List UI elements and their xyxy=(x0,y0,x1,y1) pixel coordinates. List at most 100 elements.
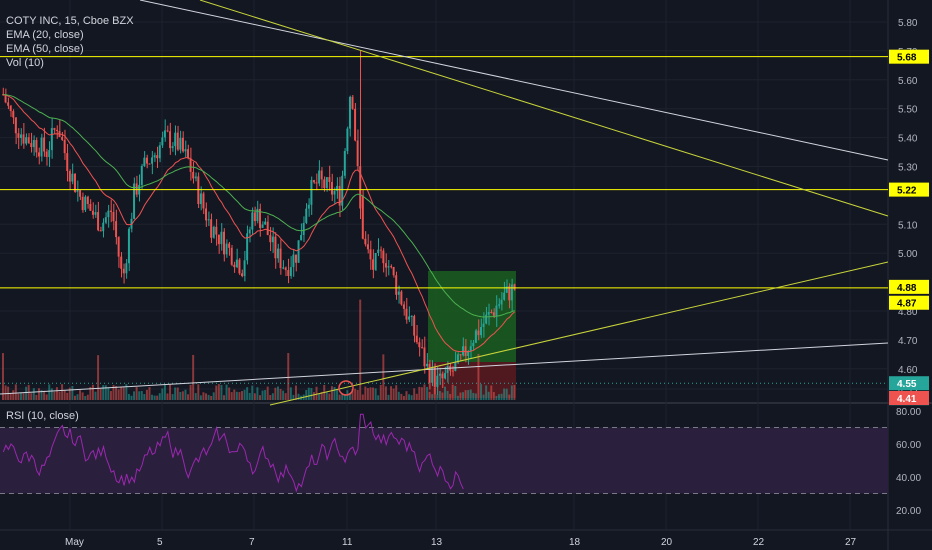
candle xyxy=(351,96,354,109)
candle xyxy=(71,173,74,182)
volume-bar xyxy=(338,394,341,400)
badge-5-22-bg xyxy=(889,182,929,197)
volume-bar xyxy=(143,394,146,400)
volume-bar xyxy=(243,389,246,400)
rsi-legend[interactable]: RSI (10, close) xyxy=(6,410,79,422)
volume-bar xyxy=(156,395,159,400)
candle xyxy=(37,152,40,157)
candle xyxy=(63,139,66,154)
badge-4-87-bg xyxy=(889,295,929,310)
candle xyxy=(194,176,197,179)
price-tick-label: 4.80 xyxy=(898,307,918,318)
badge-last-price: 4.55 xyxy=(897,379,917,390)
volume-bar xyxy=(420,387,423,400)
volume-bar xyxy=(97,355,100,400)
volume-bar xyxy=(130,395,133,400)
candle xyxy=(436,375,439,387)
candle xyxy=(310,180,313,205)
candle xyxy=(86,196,89,204)
volume-bar xyxy=(390,386,393,400)
volume-bar xyxy=(17,393,20,400)
volume-bar xyxy=(9,393,12,400)
candle xyxy=(253,212,256,222)
volume-bar xyxy=(22,393,25,400)
candle xyxy=(323,179,326,189)
candle xyxy=(256,208,259,222)
candle xyxy=(197,176,200,205)
volume-bar xyxy=(55,387,58,400)
candle xyxy=(145,157,148,164)
candle xyxy=(441,373,444,379)
candle xyxy=(410,316,413,318)
candle xyxy=(91,210,94,215)
volume-bar xyxy=(312,392,315,400)
candle xyxy=(99,230,102,232)
candle xyxy=(40,137,43,157)
candle xyxy=(189,158,192,172)
volume-bar xyxy=(189,384,192,400)
volume-bar xyxy=(32,388,35,400)
candle xyxy=(68,171,71,182)
volume-bar xyxy=(259,395,261,400)
volume-bar xyxy=(19,392,22,400)
volume-bar xyxy=(2,353,4,400)
candle xyxy=(341,175,344,206)
candle xyxy=(377,249,380,253)
candle xyxy=(287,270,290,276)
volume-bar xyxy=(456,395,459,400)
candle xyxy=(148,163,151,165)
volume-bar xyxy=(318,393,321,400)
candle xyxy=(217,234,220,245)
candle xyxy=(423,347,426,367)
volume-bar xyxy=(503,388,506,400)
volume-bar xyxy=(477,353,480,400)
volume-bar xyxy=(43,390,46,400)
candle xyxy=(246,233,249,261)
candle xyxy=(181,137,184,152)
vol-legend[interactable]: Vol (10) xyxy=(6,57,44,69)
candle xyxy=(4,94,7,103)
volume-bar xyxy=(472,392,475,400)
volume-bar xyxy=(135,387,138,400)
volume-bar xyxy=(294,385,297,400)
volume-bar xyxy=(230,392,233,400)
ema20-legend[interactable]: EMA (20, close) xyxy=(6,29,84,41)
candle xyxy=(14,117,17,134)
candle xyxy=(364,238,367,245)
symbol-title[interactable]: COTY INC, 15, Cboe BZX xyxy=(6,15,134,27)
candle xyxy=(81,196,84,211)
volume-bar xyxy=(253,393,256,400)
candle xyxy=(17,133,20,138)
candle xyxy=(451,370,454,372)
candle xyxy=(9,105,12,112)
volume-bar xyxy=(289,387,292,400)
candle xyxy=(395,275,398,295)
time-tick-label: 18 xyxy=(569,537,581,548)
volume-bar xyxy=(14,384,17,400)
volume-bar xyxy=(127,393,130,400)
candle xyxy=(387,266,390,268)
volume-bar xyxy=(487,391,490,400)
candle xyxy=(248,229,251,234)
candle xyxy=(143,157,146,166)
badge-4-41: 4.41 xyxy=(897,394,917,405)
volume-bar xyxy=(133,391,136,400)
candle xyxy=(43,137,46,152)
volume-bar xyxy=(451,384,454,400)
candle xyxy=(503,292,506,300)
time-tick-label: 11 xyxy=(342,537,353,548)
candle xyxy=(315,182,318,184)
candle xyxy=(140,165,143,185)
candle xyxy=(289,267,292,276)
volume-bar xyxy=(438,390,441,400)
candle xyxy=(102,222,105,232)
volume-bar xyxy=(400,393,403,400)
ema50-legend[interactable]: EMA (50, close) xyxy=(6,43,84,55)
candle xyxy=(469,346,472,351)
volume-bar xyxy=(372,387,375,400)
candle xyxy=(361,195,364,239)
volume-bar xyxy=(402,395,405,400)
volume-bar xyxy=(151,394,154,400)
